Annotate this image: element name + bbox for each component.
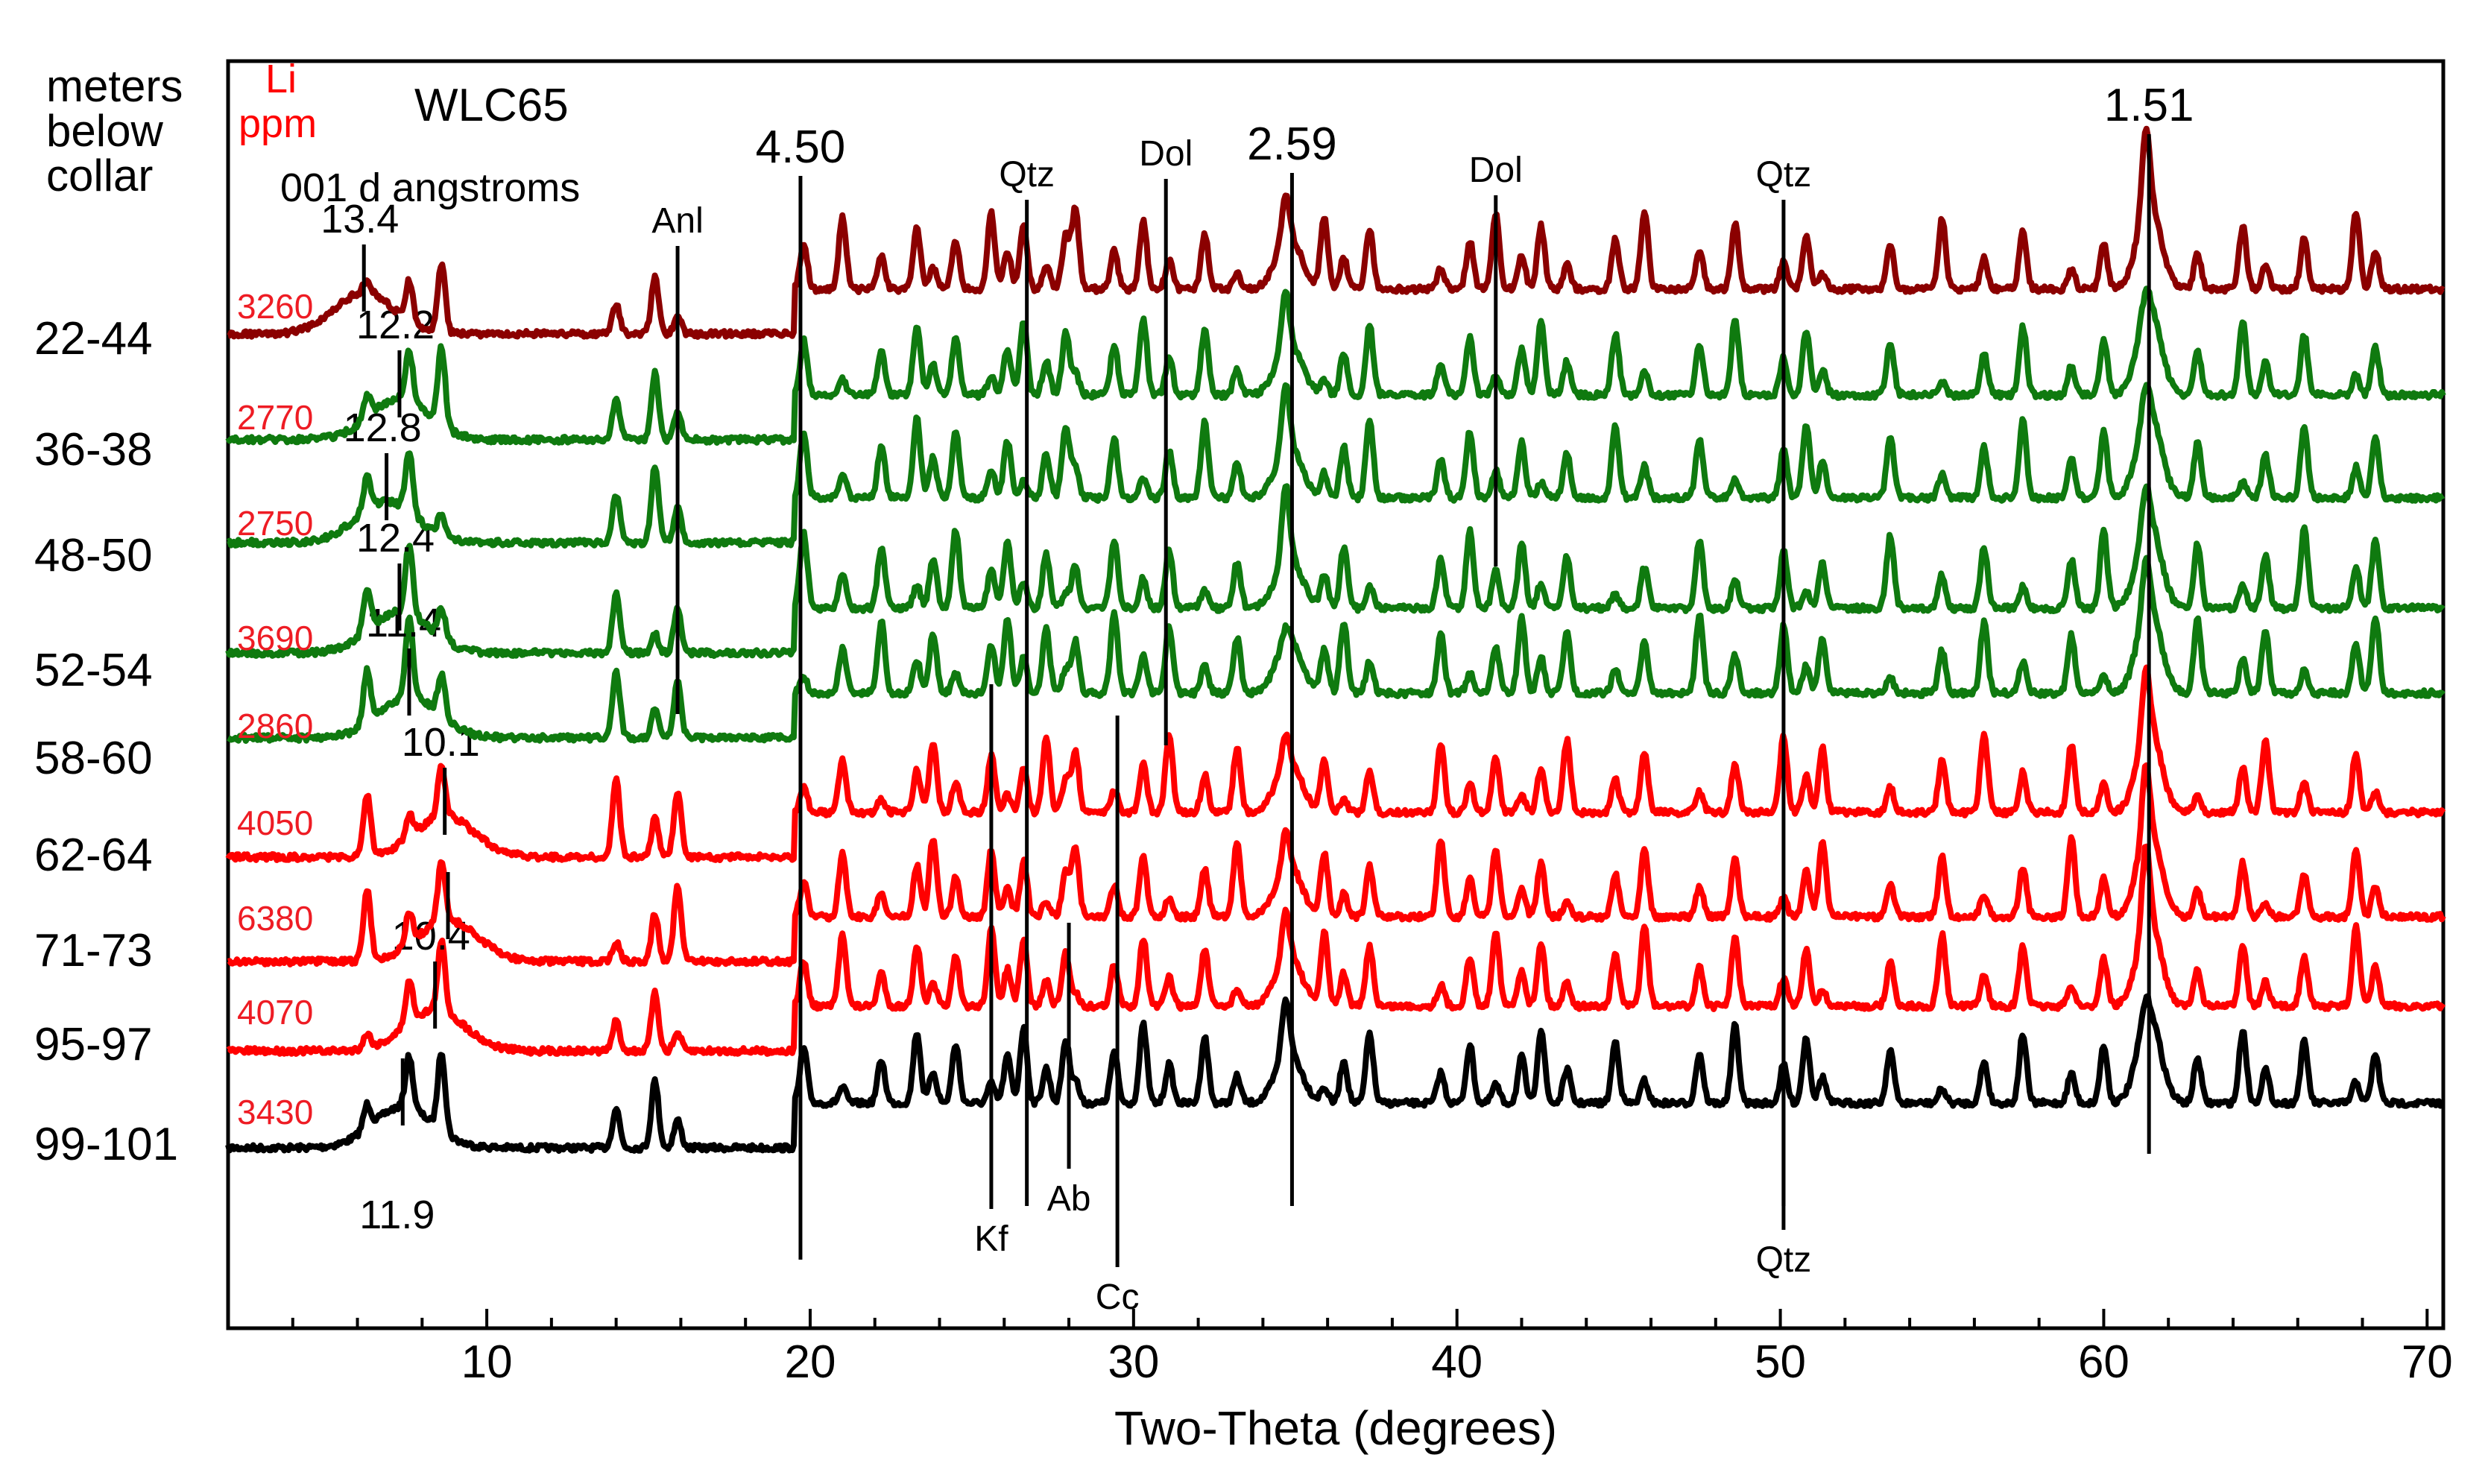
- li-value-52-54: 3690: [237, 619, 313, 657]
- series-line-22-44: [227, 125, 2446, 340]
- annotation-label-dol-4: Dol: [1139, 134, 1193, 174]
- series-line-99-101: [225, 993, 2445, 1154]
- plot-frame: [226, 59, 2446, 1330]
- depth-label-36-38: 36-38: [34, 424, 153, 476]
- meters-header-line1: meters: [46, 61, 183, 111]
- x-tick-label-60: 60: [2078, 1336, 2129, 1388]
- x-tick-label-70: 70: [2402, 1336, 2453, 1388]
- annotation-label-qtz-6: Qtz: [1756, 1240, 1812, 1280]
- annotation-label-dol-5: Dol: [1469, 151, 1523, 190]
- x-tick-label-20: 20: [784, 1336, 836, 1388]
- depth-label-58-60: 58-60: [34, 733, 153, 784]
- depth-label-71-73: 71-73: [34, 925, 153, 976]
- x-axis: 10 20 30 40 50 60 70: [227, 1309, 2453, 1388]
- annotation-label-anl-3: Anl: [651, 201, 703, 241]
- li-value-99-101: 3430: [237, 1093, 313, 1131]
- li-header-line1: Li: [265, 57, 297, 101]
- x-tick-label-50: 50: [1755, 1336, 1806, 1388]
- li-value-71-73: 6380: [237, 899, 313, 938]
- depth-label-48-50: 48-50: [34, 530, 153, 581]
- chart-title: WLC65: [414, 80, 569, 131]
- d001-label-62-64: 10.1: [402, 720, 480, 765]
- x-tick-label-10: 10: [461, 1336, 513, 1388]
- series-line-58-60: [227, 555, 2446, 744]
- annotation-label-4.50-0: 4.50: [756, 121, 846, 173]
- series-line-48-50: [227, 382, 2446, 549]
- series-layer: 99-101343011.995-97407010.471-73638062-6…: [34, 125, 2446, 1237]
- x-tick-label-40: 40: [1431, 1336, 1483, 1388]
- li-value-62-64: 4050: [237, 803, 313, 842]
- d001-label-22-44: 13.4: [321, 197, 399, 241]
- depth-label-22-44: 22-44: [34, 313, 153, 364]
- annotation-label-ab-9: Ab: [1047, 1179, 1091, 1219]
- annotation-layer: 4.50 2.59 1.51 Anl Dol Dol Qtz Kf Qtz Ab Cc Qtz: [651, 80, 2194, 1317]
- depth-label-99-101: 99-101: [34, 1119, 178, 1170]
- annotation-label-cc-10: Cc: [1096, 1278, 1140, 1317]
- d-spacing-header: 001 d angstroms: [280, 165, 580, 210]
- depth-label-52-54: 52-54: [34, 645, 153, 696]
- annotation-label-qtz-11: Qtz: [1756, 155, 1812, 195]
- x-axis-title: Two-Theta (degrees): [1114, 1401, 1557, 1455]
- depth-label-62-64: 62-64: [34, 830, 153, 881]
- annotation-label-kf-7: Kf: [974, 1219, 1008, 1259]
- li-value-58-60: 2860: [237, 707, 313, 745]
- annotation-label-1.51-2: 1.51: [2104, 80, 2194, 131]
- annotation-label-qtz-8: Qtz: [999, 155, 1055, 195]
- series-line-95-97: [226, 843, 2446, 1057]
- li-value-48-50: 2750: [237, 504, 313, 543]
- series-line-52-54: [225, 483, 2446, 659]
- li-value-36-38: 2770: [237, 398, 313, 437]
- li-header-line2: ppm: [239, 101, 317, 146]
- series-line-62-64: [225, 664, 2446, 863]
- depth-label-95-97: 95-97: [34, 1019, 153, 1070]
- d001-label-99-101: 11.9: [359, 1193, 435, 1237]
- meters-header-line2: below: [46, 106, 163, 156]
- li-value-95-97: 4070: [237, 993, 313, 1032]
- li-value-22-44: 3260: [237, 287, 313, 326]
- x-tick-label-30: 30: [1108, 1336, 1159, 1388]
- series-line-71-73: [227, 762, 2446, 967]
- series-line-36-38: [225, 285, 2446, 446]
- meters-header-line3: collar: [46, 151, 153, 201]
- annotation-label-2.59-1: 2.59: [1247, 119, 1337, 170]
